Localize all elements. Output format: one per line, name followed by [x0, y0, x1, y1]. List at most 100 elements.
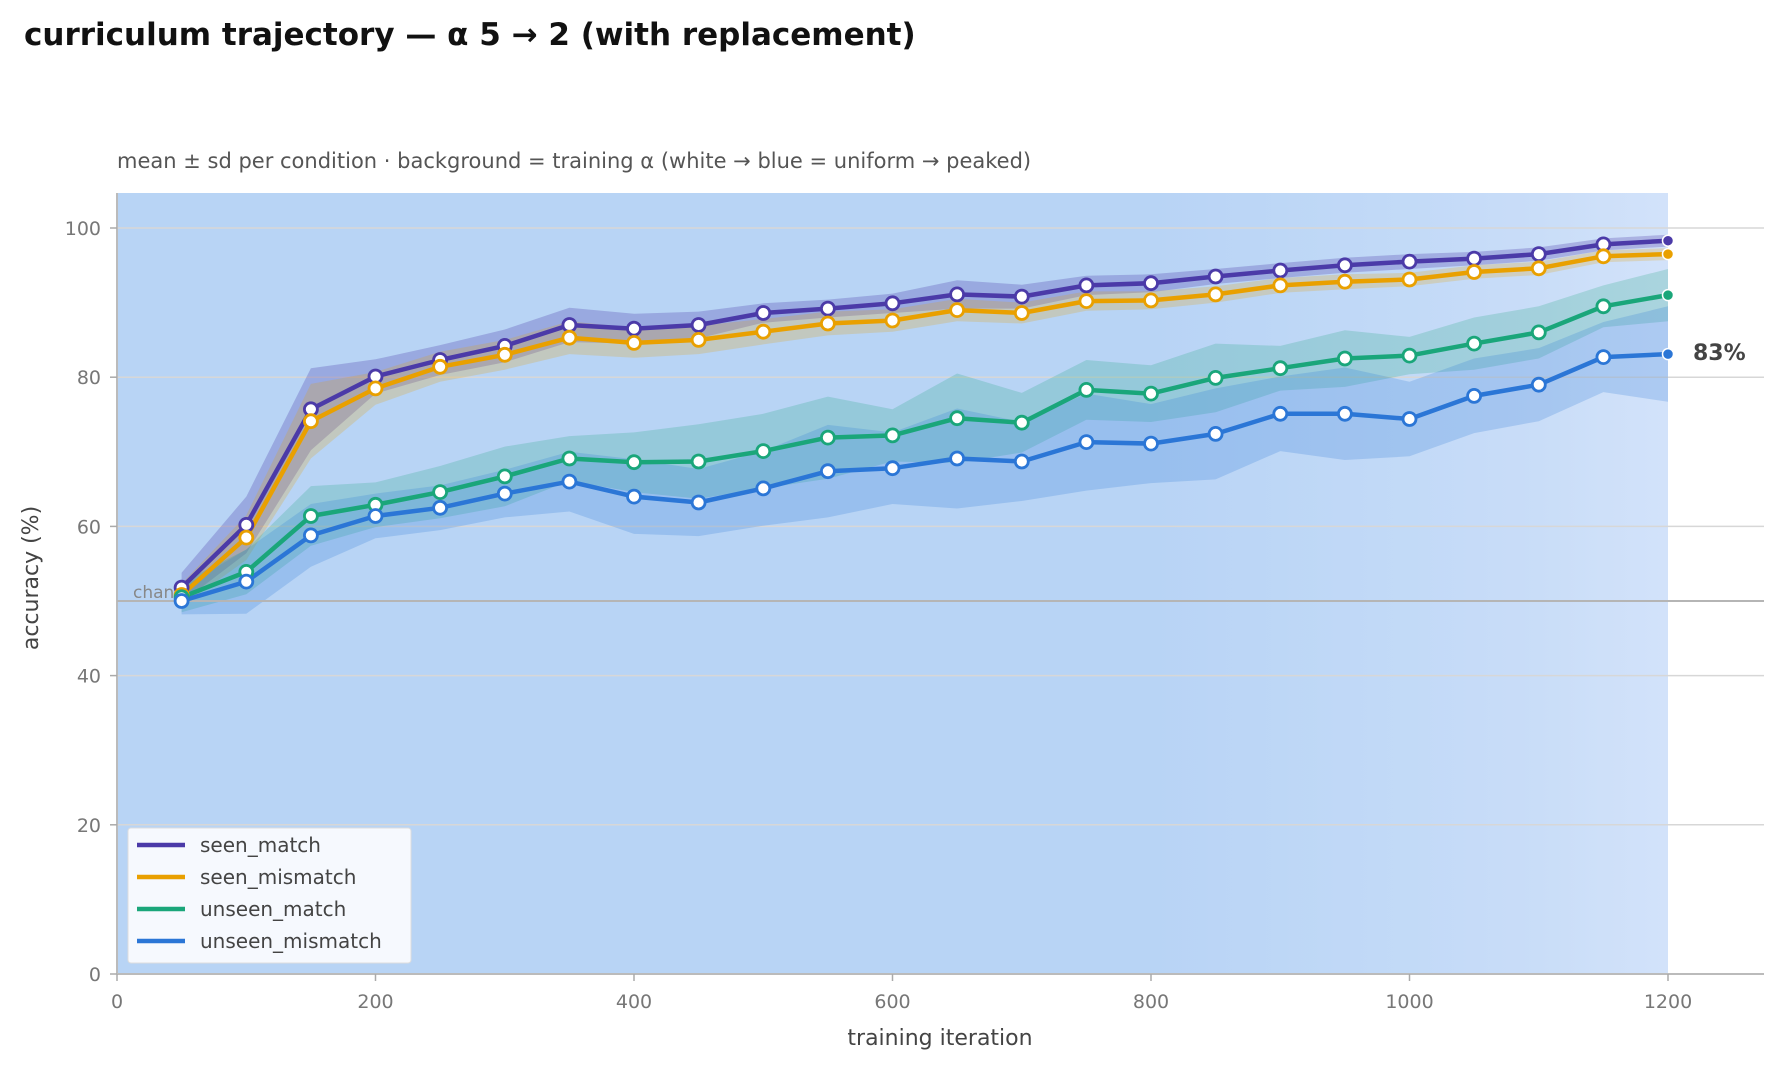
data-point-unseen_mismatch — [238, 573, 255, 590]
data-point-unseen_mismatch — [1466, 387, 1482, 404]
data-point-unseen_mismatch — [561, 473, 578, 490]
legend-label-unseen_mismatch: unseen_mismatch — [200, 929, 382, 953]
data-point-seen_mismatch — [561, 329, 578, 346]
data-point-seen_mismatch — [1272, 277, 1289, 294]
data-point-seen_match — [690, 317, 707, 333]
x-tick-label: 800 — [1133, 991, 1169, 1013]
sd-bands — [181, 234, 1669, 615]
data-point-unseen_mismatch — [1207, 425, 1224, 442]
data-point-unseen_match — [1401, 347, 1418, 364]
data-point-unseen_match — [820, 429, 836, 446]
chance-label: chance — [133, 583, 194, 603]
series-lines — [179, 238, 1671, 604]
data-point-seen_match — [949, 286, 965, 303]
data-point-seen_match — [1661, 234, 1675, 247]
axes — [116, 193, 1764, 975]
legend: seen_match seen_mismatch unseen_matchunsee… — [127, 827, 412, 964]
sd-band-seen_match — [181, 234, 1669, 603]
data-point-seen_match — [561, 317, 578, 333]
data-point-seen_match — [238, 517, 255, 533]
legend-box — [127, 827, 412, 964]
data-point-seen_match — [1401, 253, 1418, 270]
data-point-unseen_mismatch — [1013, 453, 1030, 470]
series-line-seen_mismatch — [179, 251, 1671, 598]
sd-band-unseen_match — [181, 269, 1669, 613]
data-point-seen_mismatch — [949, 302, 965, 319]
data-point-seen_match — [1530, 246, 1547, 263]
data-point-unseen_mismatch — [626, 488, 642, 505]
data-point-unseen_match — [755, 443, 772, 460]
series-line-unseen_mismatch — [179, 351, 1671, 604]
data-point-seen_match — [820, 300, 836, 317]
legend-label-seen_mismatch: seen_mismatch — [200, 865, 356, 889]
chart-title: curriculum trajectory — α 5 → 2 (with re… — [24, 17, 916, 53]
data-point-unseen_mismatch — [1595, 349, 1612, 366]
data-point-unseen_match — [1143, 385, 1159, 402]
x-axis-label: training iteration — [847, 1026, 1032, 1051]
data-point-unseen_match — [949, 410, 965, 427]
data-point-unseen_match — [1272, 360, 1289, 377]
data-point-unseen_mismatch — [173, 593, 190, 609]
x-tick-label: 600 — [874, 991, 910, 1013]
data-point-seen_match — [1207, 268, 1224, 285]
data-point-seen_mismatch — [820, 315, 836, 332]
data-point-unseen_match — [302, 508, 319, 524]
data-point-unseen_mismatch — [496, 485, 513, 502]
data-point-seen_mismatch — [755, 323, 772, 340]
x-tick-label: 1000 — [1385, 991, 1433, 1013]
x-tick-label: 200 — [357, 991, 393, 1013]
data-point-seen_mismatch — [1466, 264, 1482, 280]
y-axis-label: accuracy (%) — [19, 506, 44, 650]
data-point-unseen_match — [1661, 288, 1675, 302]
data-point-unseen_mismatch — [1143, 435, 1159, 452]
data-point-unseen_match — [496, 468, 513, 485]
data-point-unseen_mismatch — [1078, 434, 1095, 451]
y-tick-label: 40 — [77, 666, 101, 688]
data-point-seen_mismatch — [367, 380, 384, 397]
data-point-unseen_match — [432, 484, 449, 501]
data-point-seen_mismatch — [1530, 260, 1547, 277]
data-point-unseen_match — [626, 454, 642, 471]
data-point-unseen_mismatch — [690, 494, 707, 511]
data-point-unseen_match — [884, 427, 901, 444]
data-point-unseen_mismatch — [820, 463, 836, 480]
data-point-unseen_mismatch — [1337, 405, 1353, 422]
series-points — [173, 234, 1675, 609]
data-point-seen_mismatch — [1337, 273, 1353, 290]
legend-label-unseen_match: unseen_match — [200, 897, 346, 921]
y-tick-label: 80 — [77, 367, 101, 389]
data-point-unseen_mismatch — [302, 527, 319, 544]
series-line-unseen_match — [179, 292, 1671, 600]
data-point-seen_match — [1078, 277, 1095, 294]
data-point-unseen_mismatch — [884, 460, 901, 477]
data-point-seen_mismatch — [432, 358, 449, 375]
data-point-seen_match — [1272, 262, 1289, 279]
data-point-seen_mismatch — [1013, 305, 1030, 321]
data-point-unseen_mismatch — [367, 508, 384, 524]
data-point-unseen_match — [1595, 298, 1612, 315]
data-point-seen_mismatch — [1401, 271, 1418, 288]
data-point-unseen_match — [561, 450, 578, 467]
data-point-seen_mismatch — [884, 312, 901, 329]
data-point-unseen_mismatch — [432, 499, 449, 516]
data-point-unseen_mismatch — [1401, 411, 1418, 427]
data-point-seen_match — [884, 295, 901, 312]
data-point-unseen_match — [1466, 335, 1482, 352]
x-tick-label: 400 — [616, 991, 652, 1013]
data-point-seen_mismatch — [690, 331, 707, 348]
tick-labels: 0 200 400 600 800 1000 1200 0 20 40 60 80 100 — [65, 218, 1692, 1013]
data-point-seen_match — [626, 320, 642, 337]
chance-reference: chance — [117, 583, 1764, 603]
data-point-unseen_match — [1013, 414, 1030, 431]
data-point-seen_match — [1143, 275, 1159, 292]
legend-label-seen_match: seen_match — [200, 833, 321, 857]
gridlines — [117, 227, 1764, 826]
data-point-unseen_mismatch — [1661, 347, 1675, 361]
data-point-seen_mismatch — [1661, 247, 1675, 261]
data-point-unseen_mismatch — [1530, 376, 1547, 393]
data-point-seen_mismatch — [626, 334, 642, 351]
y-tick-label: 0 — [89, 964, 101, 986]
data-point-seen_match — [1013, 288, 1030, 305]
data-point-unseen_match — [1530, 324, 1547, 341]
